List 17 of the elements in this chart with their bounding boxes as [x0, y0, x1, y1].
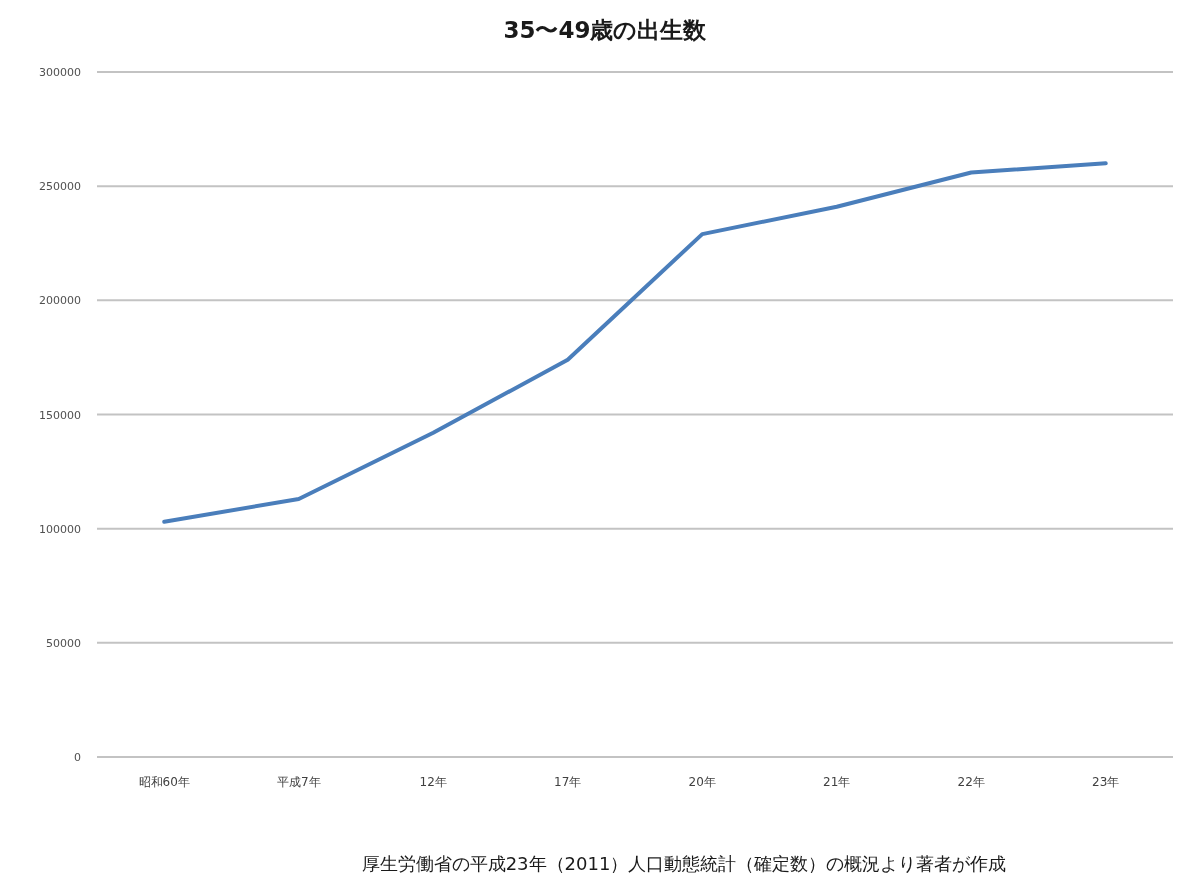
x-tick-label: 23年 [1092, 775, 1120, 789]
y-tick-label: 50000 [46, 636, 81, 650]
y-tick-label: 300000 [39, 66, 81, 79]
y-tick-label: 0 [74, 751, 81, 764]
x-tick-label: 平成7年 [276, 775, 321, 789]
y-tick-label: 200000 [39, 294, 81, 308]
x-tick-label: 12年 [419, 775, 447, 789]
x-tick-label: 17年 [554, 775, 582, 789]
x-tick-label: 20年 [688, 775, 716, 789]
title: 35〜49歳の出生数 [503, 17, 707, 43]
x-tick-label: 21年 [823, 775, 851, 789]
annotation: 厚生労働省の平成23年（2011）人口動態統計（確定数）の概況より著者が作成 [361, 853, 1007, 874]
y-tick-label: 250000 [39, 180, 81, 194]
y-tick-label: 100000 [39, 522, 81, 536]
x-tick-label: 昭和60年 [138, 775, 190, 789]
x-tick-label: 22年 [957, 775, 985, 789]
y-tick-label: 150000 [39, 408, 81, 422]
